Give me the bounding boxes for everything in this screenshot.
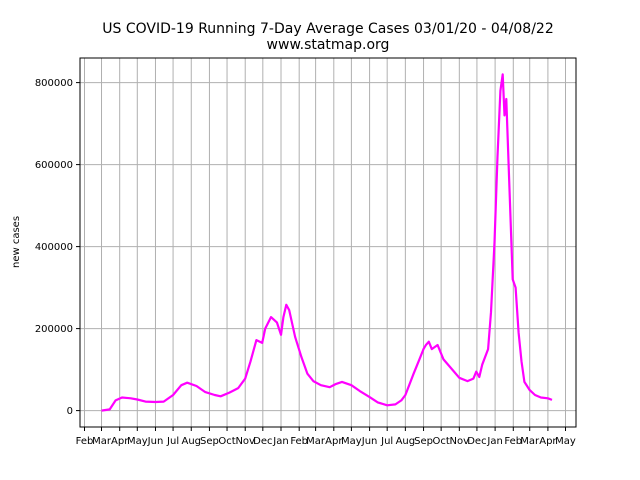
y-tick-label: 800000 <box>35 78 73 89</box>
cases-line <box>101 73 553 412</box>
chart-title: US COVID-19 Running 7-Day Average Cases … <box>102 21 553 37</box>
x-tick-label: Jan <box>272 436 288 447</box>
y-tick-label: 0 <box>67 406 73 417</box>
data-series <box>101 73 553 412</box>
x-tick-label: Apr <box>539 436 557 447</box>
x-tick-label: Mar <box>520 436 540 447</box>
x-tick-label: Feb <box>76 436 94 447</box>
y-tick-label: 200000 <box>35 324 73 335</box>
y-axis-label: new cases <box>11 216 22 268</box>
x-tick-label: Oct <box>218 436 235 447</box>
chart-subtitle: www.statmap.org <box>267 37 390 53</box>
x-tick-label: Feb <box>290 436 308 447</box>
x-tick-label: Oct <box>432 436 449 447</box>
x-tick-label: Jan <box>486 436 502 447</box>
x-tick-label: Nov <box>235 436 255 447</box>
x-tick-label: Feb <box>504 436 522 447</box>
x-tick-label: Jul <box>166 436 179 447</box>
x-tick-label: Aug <box>181 436 201 447</box>
y-tick-label: 600000 <box>35 160 73 171</box>
x-tick-label: Apr <box>325 436 343 447</box>
x-tick-label: Aug <box>396 436 416 447</box>
y-tick-label: 400000 <box>35 242 73 253</box>
plot-area-frame <box>79 57 577 428</box>
x-tick-label: Jun <box>147 436 164 447</box>
x-tick-label: Sep <box>200 436 219 447</box>
x-tick-label: Apr <box>111 436 129 447</box>
x-tick-label: May <box>127 436 148 447</box>
x-tick-label: Mar <box>306 436 326 447</box>
x-tick-label: May <box>555 436 576 447</box>
x-tick-label: Dec <box>467 436 486 447</box>
x-tick-label: Jul <box>380 436 393 447</box>
x-tick-label: Nov <box>450 436 470 447</box>
x-tick-label: Jun <box>361 436 378 447</box>
x-tick-label: Dec <box>253 436 272 447</box>
x-tick-label: Sep <box>414 436 433 447</box>
x-tick-label: Mar <box>92 436 112 447</box>
y-axis-ticks: 0 200000 400000 600000 800000 <box>35 78 80 417</box>
x-tick-label: May <box>341 436 362 447</box>
grid-lines <box>80 58 576 427</box>
